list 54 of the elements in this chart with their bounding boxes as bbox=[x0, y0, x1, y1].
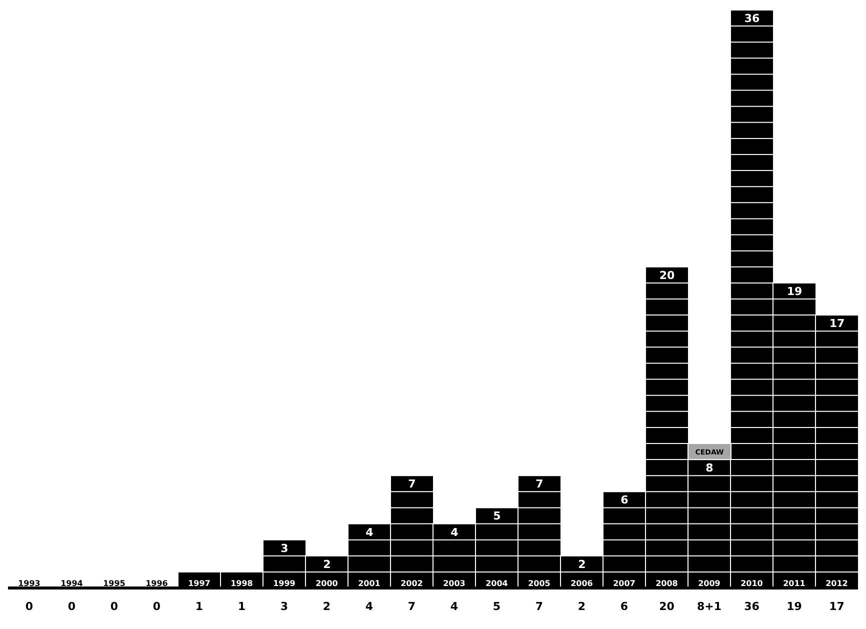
total-label: 3 bbox=[280, 600, 288, 613]
total-label: 7 bbox=[535, 600, 544, 613]
data-label: 20 bbox=[659, 268, 675, 282]
x-tick-label: 1999 bbox=[273, 579, 296, 588]
total-label: 0 bbox=[152, 600, 161, 613]
total-label: 0 bbox=[110, 600, 118, 613]
total-label: 4 bbox=[450, 600, 458, 613]
data-label: 7 bbox=[408, 478, 416, 491]
x-tick-label: 2009 bbox=[698, 579, 721, 588]
x-tick-label: 2000 bbox=[316, 579, 338, 588]
total-label: 20 bbox=[659, 600, 675, 613]
x-tick-label: 2011 bbox=[783, 579, 806, 588]
x-tick-label: 1997 bbox=[188, 579, 210, 588]
x-tick-label: 2005 bbox=[528, 579, 551, 588]
x-tick-label: 2001 bbox=[358, 579, 381, 588]
data-label: 4 bbox=[366, 526, 374, 539]
x-tick-label: 2012 bbox=[826, 579, 848, 588]
x-tick-label: 1998 bbox=[230, 579, 254, 588]
total-label: 6 bbox=[620, 600, 628, 613]
total-label: 1 bbox=[238, 600, 246, 613]
data-label: 6 bbox=[620, 494, 629, 507]
total-label: 0 bbox=[25, 600, 34, 613]
x-tick-label: 2006 bbox=[570, 579, 594, 588]
total-label: 19 bbox=[786, 600, 802, 613]
x-tick-label: 2010 bbox=[740, 579, 764, 588]
total-label: 0 bbox=[68, 600, 76, 613]
data-label: 7 bbox=[536, 478, 544, 491]
data-label: 17 bbox=[829, 317, 845, 330]
x-tick-label: 2004 bbox=[486, 579, 508, 588]
total-label: 4 bbox=[365, 600, 374, 613]
data-label: 36 bbox=[744, 12, 760, 25]
x-tick-label: 1994 bbox=[60, 579, 84, 588]
total-label: 1 bbox=[195, 600, 204, 613]
x-tick-label: 1996 bbox=[146, 579, 168, 588]
total-label: 7 bbox=[408, 600, 416, 613]
x-tick-label: 2002 bbox=[400, 579, 423, 588]
x-tick-label: 1993 bbox=[18, 579, 40, 588]
total-label: 17 bbox=[829, 600, 844, 613]
total-label: 8+1 bbox=[696, 600, 722, 613]
x-tick-label: 2003 bbox=[443, 579, 466, 588]
data-label: 2 bbox=[323, 558, 331, 571]
total-label: 2 bbox=[578, 600, 586, 613]
total-label: 36 bbox=[744, 600, 760, 613]
data-label: 4 bbox=[450, 526, 459, 539]
data-label: 3 bbox=[280, 542, 288, 555]
data-label: 2 bbox=[578, 558, 586, 571]
x-tick-label: 2007 bbox=[613, 579, 636, 588]
data-label: 5 bbox=[493, 510, 501, 523]
data-label: 19 bbox=[786, 284, 802, 298]
total-label: 5 bbox=[492, 600, 501, 613]
total-label: 2 bbox=[322, 600, 331, 613]
x-tick-label: 1995 bbox=[103, 579, 126, 588]
data-label: 8 bbox=[706, 462, 714, 475]
x-tick-label: 2008 bbox=[656, 579, 678, 588]
